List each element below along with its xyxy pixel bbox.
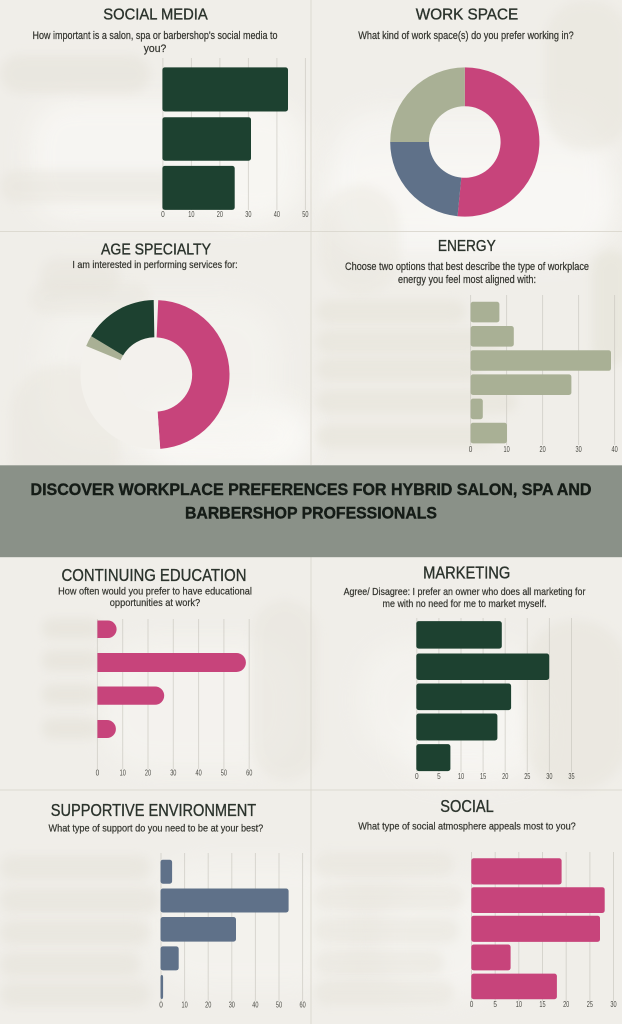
svg-text:I am interested in performing: I am interested in performing services f… xyxy=(72,260,237,271)
svg-text:me with no need for me to mark: me with no need for me to market myself. xyxy=(383,598,547,610)
svg-text:10: 10 xyxy=(182,1000,189,1009)
svg-text:50: 50 xyxy=(276,1000,283,1009)
svg-text:25: 25 xyxy=(524,772,531,781)
svg-text:10: 10 xyxy=(458,772,465,781)
svg-text:30: 30 xyxy=(229,1000,236,1009)
svg-text:20: 20 xyxy=(217,210,224,219)
svg-text:5: 5 xyxy=(493,1000,497,1009)
svg-text:10: 10 xyxy=(120,769,127,778)
svg-text:0: 0 xyxy=(470,1000,474,1009)
svg-text:40: 40 xyxy=(274,210,281,219)
svg-text:CONTINUING EDUCATION: CONTINUING EDUCATION xyxy=(62,565,247,585)
svg-text:What type of support do you ne: What type of support do you need to be a… xyxy=(49,824,264,835)
svg-text:energy you feel most aligned w: energy you feel most aligned with: xyxy=(398,274,536,286)
svg-text:you?: you? xyxy=(144,43,167,55)
svg-text:10: 10 xyxy=(188,210,195,219)
svg-text:What type of social atmosphere: What type of social atmosphere appeals m… xyxy=(358,822,576,833)
svg-text:DISCOVER WORKPLACE PREFERENCES: DISCOVER WORKPLACE PREFERENCES FOR HYBRI… xyxy=(31,481,592,499)
svg-text:40: 40 xyxy=(612,445,619,454)
svg-text:0: 0 xyxy=(161,210,165,219)
svg-text:opportunities at work?: opportunities at work? xyxy=(110,597,201,609)
svg-text:SOCIAL: SOCIAL xyxy=(440,796,494,816)
svg-text:40: 40 xyxy=(252,1000,259,1009)
svg-text:0: 0 xyxy=(469,445,473,454)
svg-text:35: 35 xyxy=(568,772,575,781)
svg-text:0: 0 xyxy=(415,772,419,781)
svg-text:50: 50 xyxy=(302,210,309,219)
svg-text:How important is a salon, spa: How important is a salon, spa or barbers… xyxy=(33,30,278,42)
svg-text:20: 20 xyxy=(563,1000,570,1009)
svg-text:SUPPORTIVE ENVIRONMENT: SUPPORTIVE ENVIRONMENT xyxy=(51,800,257,820)
svg-text:How often would you prefer to: How often would you prefer to have educa… xyxy=(58,586,252,598)
svg-text:50: 50 xyxy=(221,769,228,778)
svg-text:SOCIAL MEDIA: SOCIAL MEDIA xyxy=(103,7,208,24)
svg-text:25: 25 xyxy=(587,1000,594,1009)
svg-text:AGE SPECIALTY: AGE SPECIALTY xyxy=(101,241,211,258)
svg-text:MARKETING: MARKETING xyxy=(423,563,510,582)
svg-text:Agree/ Disagree: I prefer an o: Agree/ Disagree: I prefer an owner who d… xyxy=(344,586,586,598)
svg-text:What kind of work space(s) do: What kind of work space(s) do you prefer… xyxy=(358,30,573,42)
svg-text:10: 10 xyxy=(516,1000,523,1009)
svg-text:0: 0 xyxy=(159,1000,163,1009)
svg-text:0: 0 xyxy=(96,769,100,778)
svg-text:Choose two options that best d: Choose two options that best describe th… xyxy=(345,261,589,273)
svg-text:20: 20 xyxy=(502,772,509,781)
svg-text:20: 20 xyxy=(205,1000,212,1009)
svg-text:ENERGY: ENERGY xyxy=(438,238,496,255)
svg-text:15: 15 xyxy=(480,772,487,781)
svg-text:20: 20 xyxy=(145,769,152,778)
svg-text:30: 30 xyxy=(610,1000,617,1009)
svg-text:20: 20 xyxy=(540,445,547,454)
svg-text:40: 40 xyxy=(196,769,203,778)
svg-text:30: 30 xyxy=(245,210,252,219)
svg-text:10: 10 xyxy=(504,445,511,454)
svg-text:60: 60 xyxy=(246,769,253,778)
svg-text:BARBERSHOP PROFESSIONALS: BARBERSHOP PROFESSIONALS xyxy=(185,505,437,523)
svg-text:WORK SPACE: WORK SPACE xyxy=(416,7,518,24)
svg-text:30: 30 xyxy=(546,772,553,781)
svg-text:5: 5 xyxy=(437,772,441,781)
svg-text:15: 15 xyxy=(539,1000,546,1009)
svg-text:30: 30 xyxy=(576,445,583,454)
svg-text:60: 60 xyxy=(300,1000,307,1009)
svg-text:30: 30 xyxy=(170,769,177,778)
